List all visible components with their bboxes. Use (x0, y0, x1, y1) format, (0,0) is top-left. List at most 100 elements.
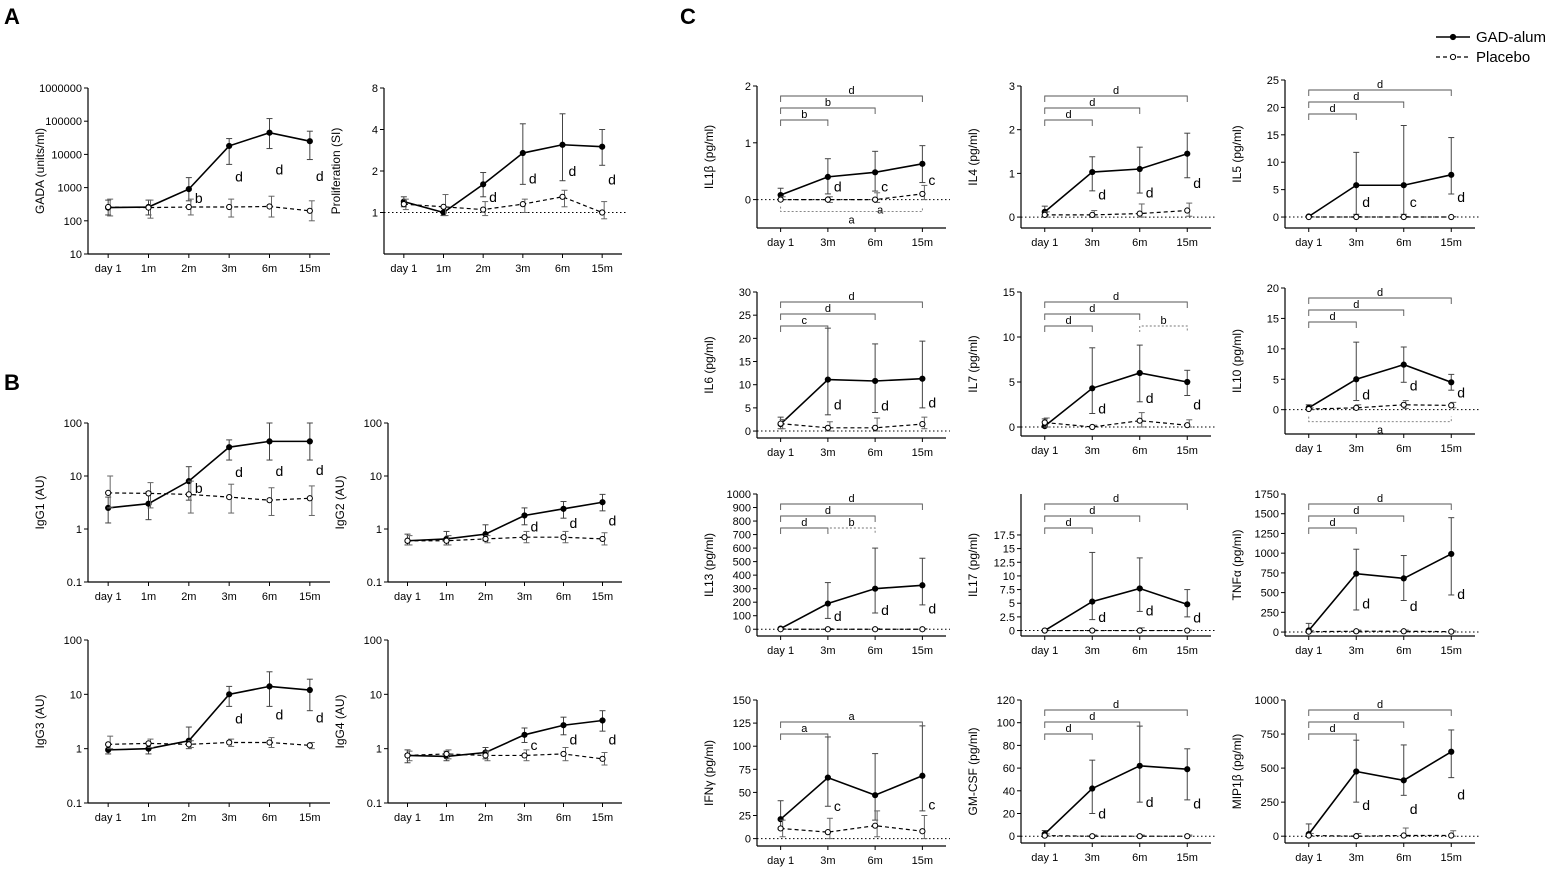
il7-line-placebo (1044, 420, 1188, 428)
il6-significance-label: d (834, 397, 842, 413)
tnfa-xtick-label: day 1 (1295, 645, 1322, 657)
il17-ytick-label: 7.5 (1000, 585, 1015, 597)
gada-xtick-label: 2m (181, 263, 196, 275)
il17-point (1041, 627, 1048, 634)
prolif-ytick-label: 1 (372, 208, 378, 220)
il10-ytick-label: 15 (1267, 313, 1279, 325)
igg1-point (105, 489, 112, 496)
il6-point (824, 424, 831, 431)
igg2-ytick-label: 10 (370, 471, 382, 483)
il13-comparison-bracket (780, 515, 876, 522)
gmcsf-bracket-label: d (1113, 699, 1119, 711)
ifng-ytick-label: 100 (733, 741, 751, 753)
il17-bracket-label: d (1113, 493, 1119, 505)
gmcsf-bracket-label: d (1065, 723, 1071, 735)
il5-bracket-label: d (1353, 91, 1359, 103)
il7-bracket-label: d (1113, 291, 1119, 303)
il5-ytick-label: 10 (1267, 157, 1279, 169)
il6-point (777, 420, 784, 427)
prolif-series-placebo (400, 189, 608, 220)
il7-point (1041, 419, 1048, 426)
tnfa-ytick-label: 1500 (1255, 509, 1279, 521)
il13-extra-bracket-label: b (848, 517, 854, 529)
mip1b-bracket-label: d (1377, 699, 1383, 711)
gmcsf-point (1089, 833, 1096, 840)
igg1-point (145, 490, 152, 497)
igg4-point (521, 731, 528, 738)
il13-ytick-label: 1000 (727, 489, 751, 501)
igg1-series-placebo (105, 475, 315, 516)
tnfa-line-gad-alum (1308, 553, 1452, 631)
mip1b-comparison-bracket (1308, 721, 1405, 728)
igg3-point (226, 691, 233, 698)
mip1b-ytick-label: 1000 (1255, 695, 1279, 707)
igg3-ylabel: IgG3 (AU) (33, 694, 47, 748)
il5-ytick-label: 5 (1273, 185, 1279, 197)
gada-significance-label: d (235, 168, 243, 184)
igg2-point (599, 499, 606, 506)
prolif-point (480, 206, 487, 213)
il5-ytick-label: 20 (1267, 102, 1279, 114)
igg4-ytick-label: 10 (370, 689, 382, 701)
ifng-ytick-label: 0 (745, 834, 751, 846)
il10-comparison-bracket (1308, 321, 1357, 328)
igg2-point (599, 535, 606, 543)
panel-letter-a: A (4, 4, 20, 29)
il6-point (824, 376, 831, 383)
il5-comparison-bracket (1308, 101, 1405, 108)
il13-series-gad-alum (777, 547, 926, 632)
il1b-lower-bracket (780, 206, 923, 213)
igg1-ytick-label: 100 (64, 418, 82, 430)
mip1b-significance-label: d (1362, 797, 1370, 813)
gada-point (226, 203, 233, 211)
il13-xtick-label: day 1 (767, 645, 794, 657)
igg3-point (306, 686, 313, 694)
gada-point (306, 138, 313, 145)
igg3-point (185, 741, 192, 748)
igg2-xtick-label: 1m (439, 591, 454, 603)
mip1b-ytick-label: 0 (1273, 831, 1279, 843)
gmcsf-point (1136, 762, 1143, 769)
il13-point (824, 626, 831, 633)
igg4-point (599, 717, 606, 724)
il1b-line-placebo (780, 193, 923, 201)
il17-point (1184, 601, 1191, 608)
il17-comparison-bracket (1044, 527, 1093, 534)
igg2-xtick-label: day 1 (394, 591, 421, 603)
legend-marker-gad-alum (1449, 33, 1457, 41)
legend-marker-placebo (1449, 53, 1457, 61)
il13-point (824, 600, 831, 607)
igg2-point (482, 535, 489, 543)
il4-bracket-label: d (1113, 85, 1119, 97)
il6-comparison-bracket (780, 313, 876, 320)
prolif-point (599, 209, 606, 216)
tnfa-ytick-label: 1750 (1255, 489, 1279, 501)
igg1-xtick-label: 6m (262, 591, 277, 603)
ifng-point (824, 774, 831, 781)
igg4-xtick-label: 6m (556, 812, 571, 824)
legend-label-gad-alum: GAD-alum (1476, 29, 1546, 46)
il7-extra-bracket (1139, 325, 1188, 332)
legend-label-placebo: Placebo (1476, 49, 1530, 66)
il5-xtick-label: 15m (1441, 237, 1462, 249)
prolif-xtick-label: 15m (591, 263, 612, 275)
igg1-point (185, 491, 192, 498)
chart-igg3: 0.1 1 10 100 day 1 1m 2m 3m 6m 15m IgG3 (AU) d d d (33, 635, 330, 824)
mip1b-point (1305, 832, 1312, 839)
il7-bracket-label: d (1089, 303, 1095, 315)
il13-bracket-label: d (801, 517, 807, 529)
tnfa-comparison-bracket (1308, 503, 1452, 510)
tnfa-point (1353, 628, 1360, 635)
tnfa-point (1448, 550, 1455, 558)
mip1b-xtick-label: day 1 (1295, 852, 1322, 864)
il1b-significance-label: c (881, 179, 888, 195)
il13-ytick-label: 700 (733, 530, 751, 542)
ifng-series-placebo (777, 810, 928, 840)
il1b-significance-label: c (928, 172, 935, 188)
mip1b-line-gad-alum (1308, 751, 1452, 835)
il17-xtick-label: 3m (1085, 645, 1100, 657)
gada-point (185, 186, 192, 193)
il1b-bracket-label: b (825, 97, 831, 109)
igg4-xtick-label: 1m (439, 812, 454, 824)
